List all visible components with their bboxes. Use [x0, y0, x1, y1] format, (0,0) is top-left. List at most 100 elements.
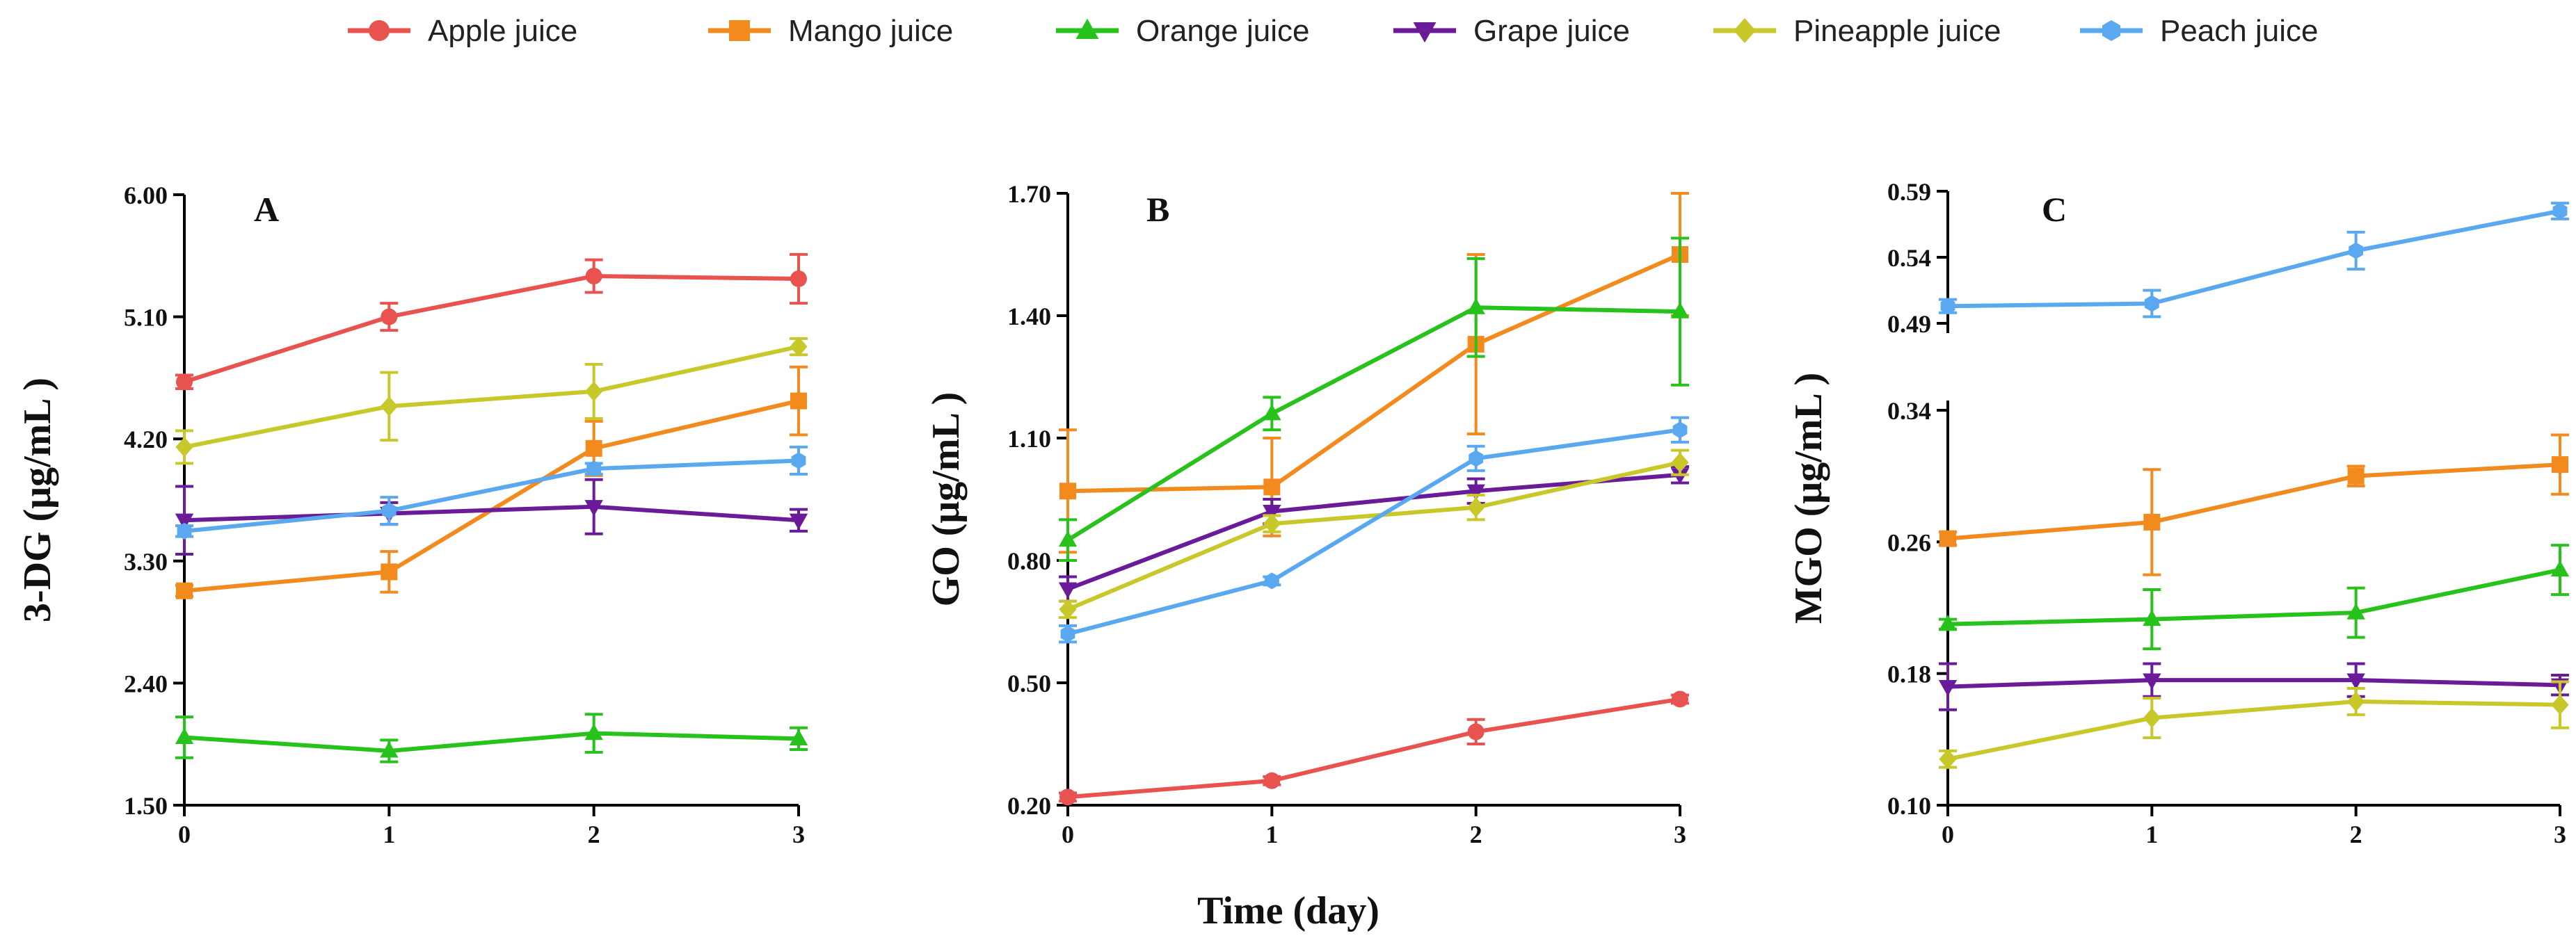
panel-b: GO (μg/mL ) B 0 1 2 3 0.20 0.50 0.80 1.10 1.40 1.70: [925, 180, 1690, 848]
data-point: [790, 270, 807, 287]
y-tick-label: 0.49: [1887, 310, 1931, 338]
data-point: [789, 513, 808, 531]
y-tick-label: 0.54: [1887, 244, 1931, 272]
legend-item-mango-juice: Mango juice: [708, 14, 953, 48]
y-axis-title: MGO (μg/mL ): [1787, 373, 1830, 624]
series-pineapple-juice: [1059, 448, 1689, 620]
series-line: [1067, 252, 1681, 494]
data-point: [1670, 468, 1690, 485]
data-point: [585, 439, 602, 457]
data-point: [381, 308, 398, 325]
data-point: [2144, 295, 2159, 312]
series-apple-juice: [175, 252, 808, 391]
x-tick-label: 0: [1942, 820, 1954, 848]
data-point: [175, 513, 194, 531]
x-tick-label: 1: [1265, 820, 1278, 848]
series-peach-juice: [175, 445, 808, 540]
data-point: [1263, 404, 1281, 421]
legend-marker-apple-juice: [369, 20, 390, 41]
y-tick-label: 0.80: [1007, 547, 1051, 575]
data-point: [380, 396, 398, 417]
series-pineapple-juice: [175, 337, 808, 465]
series-peach-juice: [1939, 202, 2569, 318]
series-line: [1947, 567, 2561, 626]
legend-label: Orange juice: [1136, 14, 1309, 48]
x-tick-label: 2: [1470, 820, 1482, 848]
series-line: [1947, 462, 2561, 541]
data-point: [1938, 680, 1958, 697]
series-mango-juice: [175, 365, 808, 599]
data-point: [175, 437, 193, 458]
x-axis-title: Time (day): [1197, 889, 1379, 932]
y-tick-label: 6.00: [124, 181, 168, 209]
panel-label: A: [254, 190, 279, 229]
legend: Apple juice Mango juice Orange juice Grape …: [348, 14, 2318, 48]
series-line: [184, 731, 799, 753]
series-line: [184, 344, 799, 449]
data-point: [1670, 302, 1690, 318]
y-tick-label: 2.40: [124, 670, 168, 697]
data-point: [1060, 625, 1075, 642]
data-point: [2347, 691, 2365, 712]
series-orange-juice: [1938, 544, 2570, 651]
series-grape-juice: [1938, 662, 2570, 711]
series-orange-juice: [175, 713, 808, 763]
legend-item-orange-juice: Orange juice: [1056, 14, 1309, 48]
y-tick-label: 1.50: [124, 792, 168, 820]
series-mango-juice: [1059, 192, 1689, 554]
data-point: [1058, 582, 1078, 599]
data-point: [2143, 673, 2161, 690]
data-point: [2143, 708, 2161, 728]
legend-label: Peach juice: [2160, 14, 2318, 48]
data-point: [1059, 599, 1077, 620]
y-axis-title: GO (μg/mL ): [925, 392, 968, 607]
data-point: [585, 268, 602, 285]
data-point: [1672, 690, 1688, 708]
data-point: [176, 373, 193, 391]
legend-item-grape-juice: Grape juice: [1393, 14, 1630, 48]
data-point: [1466, 298, 1485, 314]
data-point: [177, 522, 192, 540]
data-point: [1059, 483, 1076, 500]
y-tick-label: 1.10: [1007, 425, 1051, 453]
series-line: [1067, 428, 1681, 636]
legend-item-apple-juice: Apple juice: [348, 14, 577, 48]
y-axis-title: 3-DG (μg/mL ): [16, 378, 59, 622]
x-tick-label: 3: [1674, 820, 1686, 848]
series-line: [1067, 697, 1681, 800]
data-point: [1467, 497, 1485, 518]
legend-label: Apple juice: [428, 14, 577, 48]
data-point: [1672, 421, 1688, 439]
y-tick-label: 5.10: [124, 304, 168, 332]
panel-label: C: [2042, 190, 2067, 229]
legend-marker-peach-juice: [2102, 20, 2120, 41]
data-point: [1940, 298, 1955, 315]
data-point: [585, 381, 603, 402]
axis-break: [1934, 333, 1962, 401]
series-line: [1947, 678, 2561, 689]
legend-label: Mango juice: [788, 14, 953, 48]
y-tick-label: 0.26: [1887, 528, 1931, 556]
y-tick-label: 0.59: [1887, 178, 1931, 206]
data-point: [1263, 505, 1281, 521]
data-point: [790, 392, 807, 410]
data-point: [1466, 484, 1485, 501]
data-point: [1469, 450, 1484, 467]
data-point: [586, 460, 602, 478]
series-line: [1947, 209, 2561, 309]
x-tick-label: 0: [1062, 820, 1074, 848]
data-point: [1263, 513, 1281, 534]
series-peach-juice: [1059, 416, 1689, 644]
y-tick-label: 0.34: [1887, 397, 1931, 425]
data-point: [1263, 772, 1281, 789]
series-line: [1947, 699, 2561, 761]
data-point: [2552, 456, 2568, 474]
series-line: [184, 458, 799, 533]
data-point: [176, 582, 193, 599]
data-point: [2551, 695, 2569, 715]
data-point: [1939, 530, 1956, 547]
data-point: [381, 563, 398, 581]
legend-marker-grape-juice: [1413, 22, 1437, 43]
data-point: [2346, 673, 2365, 690]
